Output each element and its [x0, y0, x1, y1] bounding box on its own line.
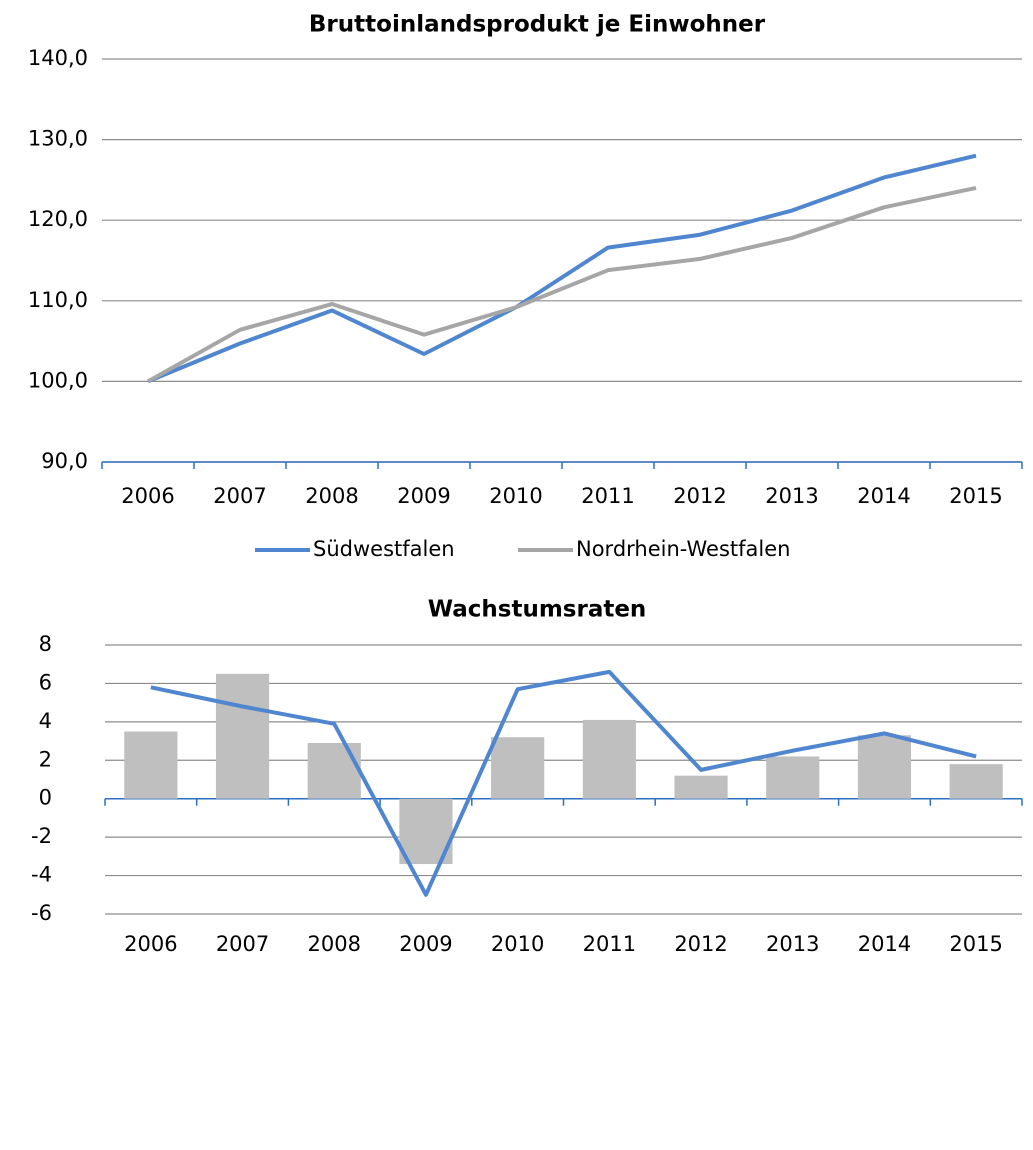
x-tick-label: 2008 — [305, 484, 358, 508]
bar — [857, 735, 912, 799]
x-tick-label: 2007 — [216, 932, 269, 956]
bar — [674, 775, 728, 799]
bar — [215, 673, 270, 799]
x-tick-label: 2013 — [765, 484, 818, 508]
bar — [124, 731, 178, 799]
y-tick-label: 8 — [39, 632, 52, 656]
line — [147, 186, 977, 384]
bar — [949, 764, 1003, 799]
x-tick-label: 2007 — [213, 484, 266, 508]
y-tick-label: 2 — [39, 747, 52, 771]
y-tick-label: 120,0 — [28, 207, 88, 231]
x-tick-label: 2006 — [124, 932, 177, 956]
bar — [766, 756, 820, 799]
y-tick-label: 110,0 — [28, 288, 88, 312]
x-tick-label: 2006 — [121, 484, 174, 508]
bar — [491, 737, 545, 799]
y-tick-label: -4 — [31, 863, 52, 887]
y-tick-label: 100,0 — [28, 368, 88, 392]
x-tick-label: 2009 — [399, 932, 452, 956]
line — [147, 153, 977, 384]
chart-title: Wachstumsraten — [428, 597, 647, 623]
y-tick-label: 130,0 — [28, 127, 88, 151]
legend-label: Südwestfalen — [313, 537, 455, 561]
x-tick-label: 2012 — [673, 484, 726, 508]
y-tick-label: 4 — [39, 709, 52, 733]
legend-label: Nordrhein-Westfalen — [576, 537, 790, 561]
y-tick-label: -2 — [31, 824, 52, 848]
x-tick-label: 2009 — [397, 484, 450, 508]
bar — [582, 719, 636, 799]
x-tick-label: 2011 — [583, 932, 636, 956]
x-tick-label: 2014 — [857, 484, 910, 508]
x-tick-label: 2013 — [766, 932, 819, 956]
x-tick-label: 2012 — [674, 932, 727, 956]
chart-title: Bruttoinlandsprodukt je Einwohner — [309, 12, 766, 38]
x-tick-label: 2015 — [949, 484, 1002, 508]
x-tick-label: 2014 — [858, 932, 911, 956]
x-tick-label: 2010 — [489, 484, 542, 508]
y-tick-label: 140,0 — [28, 46, 88, 70]
y-tick-label: 6 — [39, 670, 52, 694]
y-tick-label: -6 — [31, 901, 52, 925]
x-tick-label: 2015 — [949, 932, 1002, 956]
y-tick-label: 90,0 — [41, 449, 88, 473]
y-tick-label: 0 — [39, 786, 52, 810]
line — [150, 669, 977, 897]
bar — [307, 742, 361, 799]
x-tick-label: 2011 — [581, 484, 634, 508]
x-tick-label: 2010 — [491, 932, 544, 956]
x-tick-label: 2008 — [308, 932, 361, 956]
